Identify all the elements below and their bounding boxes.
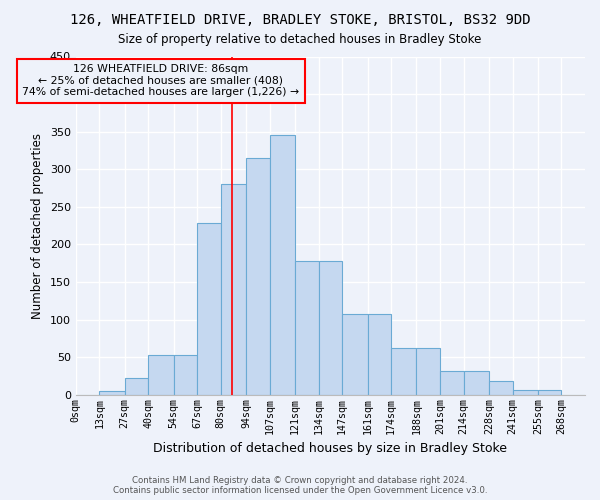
- Bar: [512, 390, 538, 395]
- Y-axis label: Number of detached properties: Number of detached properties: [31, 132, 44, 318]
- Bar: [148, 355, 173, 395]
- Text: Size of property relative to detached houses in Bradley Stoke: Size of property relative to detached ho…: [118, 32, 482, 46]
- Bar: [269, 136, 295, 395]
- Bar: [173, 355, 197, 395]
- Bar: [246, 158, 269, 395]
- Bar: [464, 371, 489, 395]
- Bar: [221, 184, 246, 395]
- Bar: [125, 378, 148, 395]
- Text: 126 WHEATFIELD DRIVE: 86sqm
← 25% of detached houses are smaller (408)
74% of se: 126 WHEATFIELD DRIVE: 86sqm ← 25% of det…: [22, 64, 299, 97]
- Bar: [319, 261, 342, 395]
- X-axis label: Distribution of detached houses by size in Bradley Stoke: Distribution of detached houses by size …: [154, 442, 508, 455]
- Text: 126, WHEATFIELD DRIVE, BRADLEY STOKE, BRISTOL, BS32 9DD: 126, WHEATFIELD DRIVE, BRADLEY STOKE, BR…: [70, 12, 530, 26]
- Bar: [440, 371, 464, 395]
- Bar: [100, 391, 125, 395]
- Bar: [368, 314, 391, 395]
- Bar: [197, 224, 221, 395]
- Bar: [416, 348, 440, 395]
- Bar: [391, 348, 416, 395]
- Bar: [538, 390, 562, 395]
- Bar: [342, 314, 368, 395]
- Bar: [489, 382, 512, 395]
- Text: Contains HM Land Registry data © Crown copyright and database right 2024.
Contai: Contains HM Land Registry data © Crown c…: [113, 476, 487, 495]
- Bar: [295, 261, 319, 395]
